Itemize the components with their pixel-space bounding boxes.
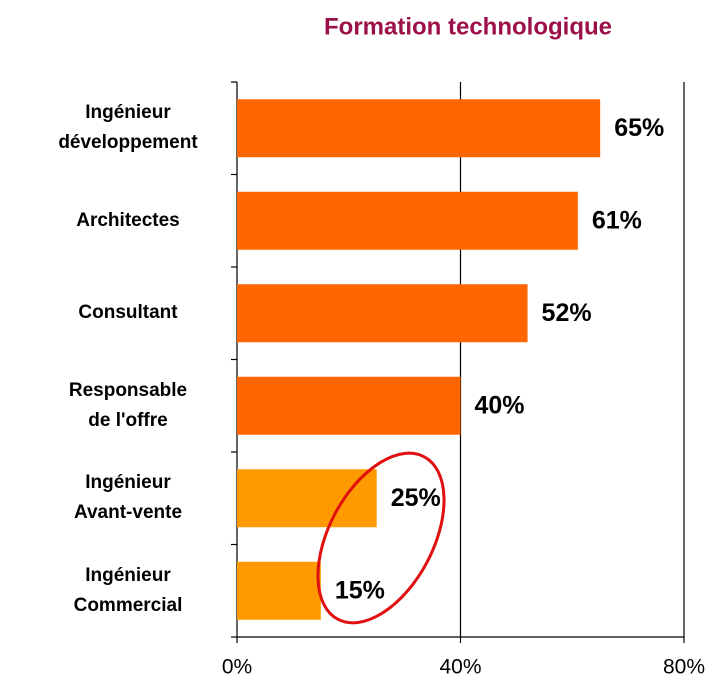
chart-title: Formation technologique (324, 13, 612, 40)
value-label: 61% (592, 206, 642, 234)
bar (237, 469, 377, 528)
value-label: 40% (475, 391, 525, 419)
value-label: 25% (391, 484, 441, 512)
y-tick-label: Responsable de l'offre (68, 379, 188, 431)
highlight-ellipse (316, 451, 446, 625)
value-label: 52% (542, 299, 592, 327)
bar (237, 191, 578, 250)
y-tick-label: Consultant (78, 302, 178, 324)
y-tick-label: Ingénieur Commercial (73, 564, 183, 616)
value-label: 65% (614, 114, 664, 142)
x-tick-label: 0% (222, 656, 252, 679)
bar (237, 99, 601, 158)
x-tick-label: 40% (439, 656, 481, 679)
bar (237, 561, 321, 620)
y-tick-label: Ingénieur développement (58, 102, 198, 154)
y-tick-label: Architectes (76, 209, 180, 231)
x-tick-label: 80% (663, 656, 705, 679)
y-tick-label: Ingénieur Avant-vente (73, 472, 183, 524)
bar (237, 376, 461, 435)
value-label: 15% (335, 576, 385, 604)
bar (237, 284, 528, 343)
